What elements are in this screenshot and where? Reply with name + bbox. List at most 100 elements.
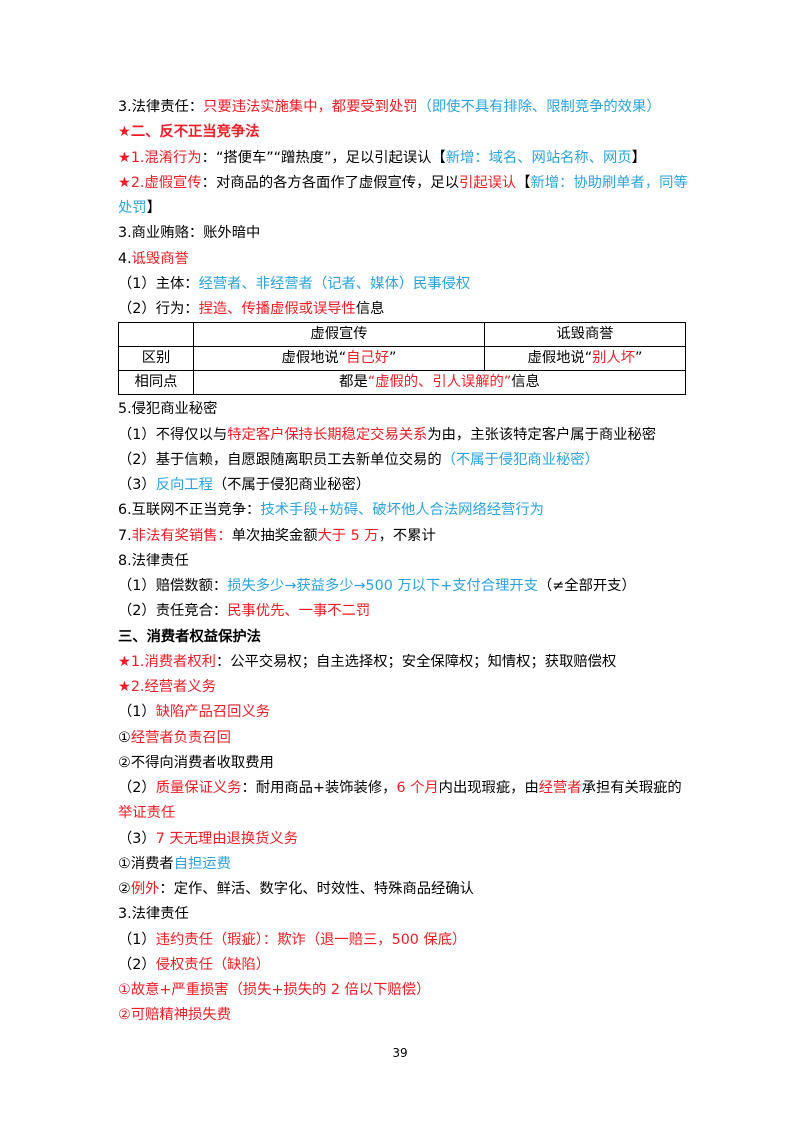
text-run: ★1.消费者权利 [118,653,216,670]
paragraph: （1）主体：经营者、非经营者（记者、媒体）民事侵权 [118,272,688,297]
text-run: 违约责任（瑕疵）：欺诈（退一赔三，500 保底） [155,931,467,948]
table-cell [118,322,194,348]
paragraph: 7.非法有奖销售：单次抽奖金额大于 5 万，不累计 [118,524,688,549]
text-run: ① [118,729,131,746]
text-run: （2）基于信赖，自愿跟随离职员工去新单位交易的 [118,451,442,468]
paragraph: （1）赔偿数额：损失多少→获益多少→500 万以下+支付合理开支（≠全部开支） [118,574,688,599]
text-run: ①故意+严重损害（损失+损失的 2 倍以下赔偿） [118,982,431,998]
text-run: 例外 [130,881,160,897]
text-run: 3.法律责任： [118,99,204,115]
paragraph: 4.诋毁商誉 [118,247,688,272]
table-cell: 诋毁商誉 [484,322,686,348]
text-run: （2）责任竞合： [118,603,228,620]
table-row: 虚假宣传 诋毁商誉 [118,322,686,348]
text-run: 】 [146,200,161,216]
paragraph: ②不得向消费者收取费用 [118,751,688,776]
text-run: ，不累计 [378,527,436,544]
text-run: 】 [631,149,646,166]
text-run: ② [118,881,131,897]
text-run: 6.互联网不正当竞争： [118,502,261,519]
text-run: 只要违法实施集中，都要受到处罚 [203,99,418,115]
text-run: 内出现瑕疵，由 [438,780,539,796]
text-run: 4. [118,250,132,267]
text-run: （1）不得仅以与 [118,426,228,443]
text-run: 别人坏 [592,350,636,367]
text-run: 非法有奖销售： [131,527,232,544]
text-run: ” [635,350,643,367]
text-run: ：耐用商品+装饰装修， [241,780,397,796]
text-run: （2） [118,780,156,796]
text-run: （即使不具有排除、限制竞争的效果） [417,99,661,115]
table-cell: 相同点 [118,370,194,396]
paragraph: ①消费者自担运费 [118,852,688,877]
paragraph: （3）7 天无理由退换货义务 [118,827,688,852]
text-run: ★二、反不正当竞争法 [118,124,260,141]
paragraph: （3）反向工程（不属于侵犯商业秘密） [118,473,688,498]
text-run: 缺陷产品召回义务 [155,704,271,721]
comparison-table: 虚假宣传 诋毁商誉 区别 虚假地说“自己好” 虚假地说“别人坏” 相同点 都是“虚假的、引人… [118,322,686,396]
text-run: 侵权责任（缺陷） [155,956,271,973]
text-run: ★2.虚假宣传 [118,174,202,191]
text-run: 引起误认 [459,174,517,191]
paragraph: 6.互联网不正当竞争：技术手段+妨碍、破坏他人合法网络经营行为 [118,498,688,523]
table-row: 区别 虚假地说“自己好” 虚假地说“别人坏” [118,346,686,372]
table-cell: 虚假地说“别人坏” [484,346,686,372]
text-run: 质量保证义务 [155,780,242,796]
paragraph: （2）侵权责任（缺陷） [118,953,688,978]
text-run: （不属于侵犯商业秘密） [212,477,371,493]
paragraph: ①经营者负责召回 [118,726,688,751]
paragraph: ②可赔精神损失费 [118,1003,688,1028]
text-run: （2） [118,956,156,973]
text-run: ：公平交易权；自主选择权；安全保障权；知情权；获取赔偿权 [215,653,617,670]
paragraph: （1）不得仅以与特定客户保持长期稳定交易关系为由，主张该特定客户属于商业秘密 [118,423,688,448]
text-run: 3.法律责任 [118,906,189,923]
text-run: 【 [516,174,531,191]
paragraph: 3.商业贿赂：账外暗中 [118,221,688,246]
text-run: 损失多少→获益多少→500 万以下+支付合理开支 [227,578,539,594]
text-run: 经营者 [538,780,582,796]
paragraph: 8.法律责任 [118,549,688,574]
table-cell: 虚假地说“自己好” [193,346,485,372]
text-run: 信息 [355,301,385,317]
text-run: （≠全部开支） [538,578,636,594]
text-run: 承担有关瑕疵的 [581,780,682,796]
text-run: 诋毁商誉 [556,326,614,343]
paragraph: ★1.混淆行为：“搭便车”“蹭热度”，足以引起误认【新增：域名、网站名称、网页】 [118,146,688,171]
text-run: （1）赔偿数额： [118,578,228,594]
text-run: 自担运费 [173,855,231,872]
text-run: 为由，主张该特定客户属于商业秘密 [427,426,657,443]
text-run: 区别 [141,350,171,367]
text-run: 诋毁商誉 [131,250,189,267]
text-run: （2）行为： [118,301,199,317]
paragraph: （2）行为：捏造、传播虚假或误导性信息 [118,297,688,322]
text-run: 自己好 [346,350,390,367]
text-run: 大于 5 万 [317,527,379,544]
text-run: 单次抽奖金额 [231,527,318,544]
heading: 三、消费者权益保护法 [118,625,688,650]
paragraph: （2）责任竞合：民事优先、一事不二罚 [118,599,688,624]
text-run: （1） [118,931,156,948]
text-run: （1） [118,704,156,721]
paragraph: （2）质量保证义务：耐用商品+装饰装修，6 个月内出现瑕疵，由经营者承担有关瑕疵… [118,776,688,827]
text-run: 捏造、传播虚假或误导性 [198,301,356,317]
text-run: ①消费者 [118,855,174,872]
paragraph: （1）缺陷产品召回义务 [118,700,688,725]
paragraph: （2）基于信赖，自愿跟随离职员工去新单位交易的（不属于侵犯商业秘密） [118,448,688,473]
text-run: 8.法律责任 [118,552,189,569]
table-cell: 区别 [118,346,194,372]
text-run: 经营者负责召回 [130,729,231,746]
text-run: 技术手段+妨碍、破坏他人合法网络经营行为 [260,502,544,519]
text-run: 反向工程 [155,477,213,493]
table-cell: 虚假宣传 [193,322,485,348]
text-run: （1）主体： [118,275,199,292]
text-run: 举证责任 [118,805,176,822]
text-run: ★2.经营者义务 [118,679,216,695]
text-run: ：“搭便车”“蹭热度”，足以引起误认【 [201,149,446,166]
text-run: 民事优先、一事不二罚 [227,603,371,620]
paragraph: ★2.经营者义务 [118,675,688,700]
text-run: ②可赔精神损失费 [118,1007,231,1024]
text-run: （3） [118,830,156,847]
text-run: “虚假的、引人误解的” [367,374,512,391]
paragraph: 3.法律责任 [118,902,688,927]
paragraph: （1）违约责任（瑕疵）：欺诈（退一赔三，500 保底） [118,928,688,953]
